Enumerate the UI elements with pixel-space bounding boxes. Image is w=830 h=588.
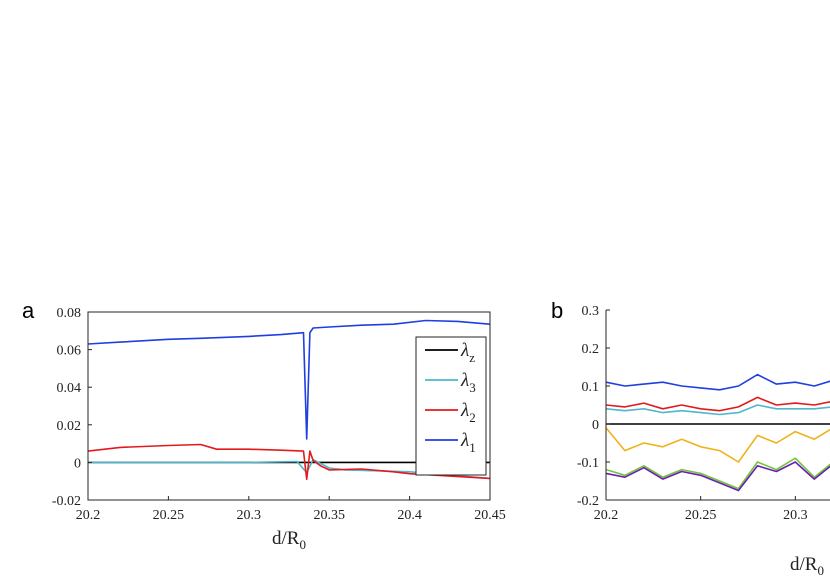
b-series-line-4 (606, 427, 830, 463)
a-x-tick-label: 20.3 (237, 508, 262, 523)
a-y-tick-label: -0.02 (52, 494, 81, 509)
x-axis-label-a: d/R0 (272, 528, 306, 552)
b-y-tick-label: 0 (592, 418, 599, 433)
b-y-tick-label: -0.1 (577, 456, 599, 471)
legend-entry-3: λ1 (460, 430, 476, 455)
b-y-tick-label: 0.2 (582, 342, 600, 357)
x-axis-label-b: d/R0 (790, 554, 824, 578)
a-x-tick-label: 20.35 (313, 508, 345, 523)
b-series-line-3 (606, 404, 830, 416)
b-series-line-2 (606, 396, 830, 412)
b-y-tick-label: 0.1 (582, 380, 600, 395)
a-x-tick-label: 20.25 (153, 508, 185, 523)
a-x-tick-label: 20.45 (474, 508, 506, 523)
plot-frame-b (605, 310, 830, 501)
legend-entry-1: λ3 (460, 370, 476, 395)
a-y-tick-label: 0.04 (57, 381, 82, 396)
a-x-tick-label: 20.4 (397, 508, 422, 523)
plot-frame-a (87, 311, 491, 501)
b-x-tick-label: 20.2 (594, 508, 619, 523)
a-series-line-3 (88, 319, 490, 440)
panel-b: b 20.2 20.25 20.3 -0.2 -0.1 0 0.1 0.2 0.3 d/R0 (551, 298, 830, 578)
legend-entry-2: λ2 (460, 400, 476, 425)
b-y-tick-label: -0.2 (577, 494, 599, 509)
panel-a: a 20.2 20.25 20.3 20.35 20.4 20.45 -0.02 0 0.02 0… (22, 298, 506, 552)
legend-entry-0: λz (460, 340, 475, 365)
a-series-line-2 (88, 443, 490, 481)
b-series-line-1 (606, 373, 830, 391)
a-y-tick-label: 0.02 (57, 419, 82, 434)
a-x-tick-label: 20.2 (76, 508, 101, 523)
b-series-line-5 (606, 457, 830, 490)
panel-b-label: b (551, 298, 563, 323)
b-y-tick-label: 0.3 (582, 304, 600, 319)
a-y-tick-label: 0.08 (57, 306, 82, 321)
b-x-tick-label: 20.25 (685, 508, 717, 523)
a-y-tick-label: 0.06 (57, 344, 82, 359)
legend: λz λ3 λ2 λ1 (415, 336, 487, 476)
b-x-tick-label: 20.3 (783, 508, 808, 523)
legend-box (415, 336, 487, 476)
b-series-line-6 (606, 461, 830, 492)
panel-a-label: a (22, 298, 35, 323)
a-y-tick-label: 0 (74, 456, 81, 471)
